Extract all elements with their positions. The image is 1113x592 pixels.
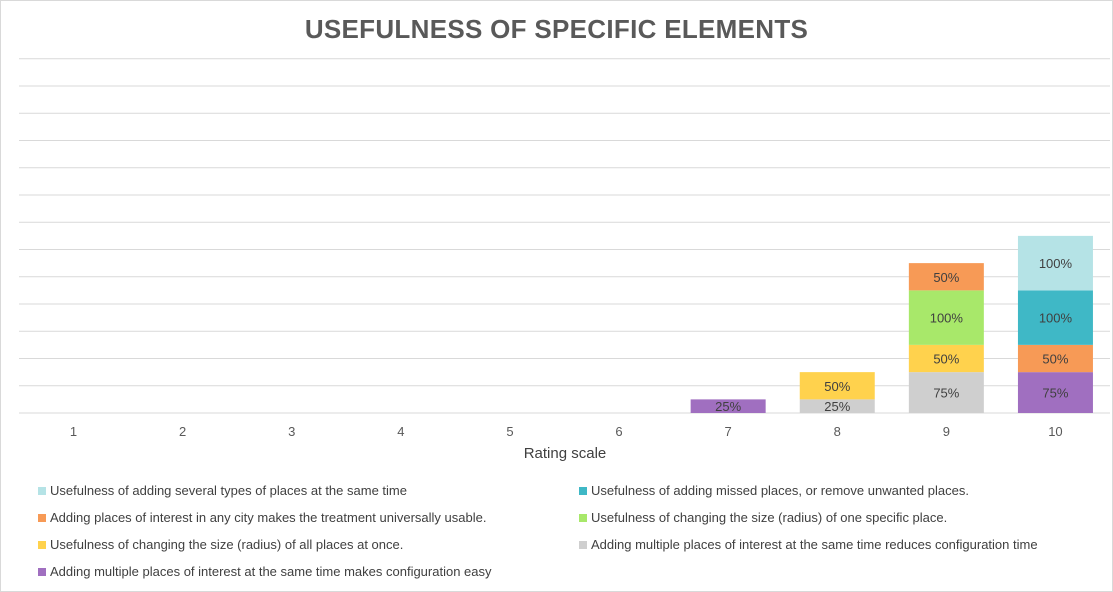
- bar-segment: [799, 372, 875, 400]
- legend-swatch: [579, 487, 587, 495]
- data-label: 50%: [933, 352, 959, 367]
- legend-label: Adding places of interest in any city ma…: [50, 510, 487, 525]
- plot-area: 25% 25% 50% 75% 50% 100% 50% 75% 50% 100% 100% 1 2 3…: [19, 58, 1110, 462]
- legend-label: Adding multiple places of interest at th…: [591, 537, 1038, 552]
- legend-swatch: [38, 541, 46, 549]
- x-tick-label: 3: [288, 424, 295, 439]
- bar-segment: [1017, 344, 1093, 373]
- x-tick-label: 7: [725, 424, 732, 439]
- bar-segment: [1017, 290, 1093, 345]
- bar-segment: [908, 263, 984, 291]
- legend-label: Usefulness of changing the size (radius)…: [591, 510, 948, 525]
- data-label: 75%: [933, 386, 959, 401]
- data-labels: 25% 25% 50% 75% 50% 100% 50% 75% 50% 100% 100%: [715, 256, 1072, 414]
- legend-item: Usefulness of changing the size (radius)…: [38, 536, 403, 554]
- legend-label: Adding multiple places of interest at th…: [50, 564, 492, 579]
- data-label: 50%: [824, 379, 850, 394]
- legend-item: Adding multiple places of interest at th…: [579, 536, 1038, 554]
- x-tick-label: 8: [834, 424, 841, 439]
- legend-label: Usefulness of changing the size (radius)…: [50, 537, 404, 552]
- bar-segment: [908, 290, 984, 345]
- bar-segment: [1017, 235, 1093, 291]
- data-label: 50%: [1042, 352, 1068, 367]
- legend-swatch: [38, 568, 46, 576]
- legend-swatch: [579, 541, 587, 549]
- data-label: 75%: [1042, 386, 1068, 401]
- legend-label: Usefulness of adding several types of pl…: [50, 483, 407, 498]
- x-axis: 1 2 3 4 5 6 7 8 9 10: [70, 424, 1063, 439]
- legend-item: Adding places of interest in any city ma…: [38, 509, 486, 527]
- data-label: 25%: [824, 399, 850, 414]
- x-axis-title: Rating scale: [524, 445, 607, 462]
- x-tick-label: 1: [70, 424, 77, 439]
- legend-item: Adding multiple places of interest at th…: [38, 563, 492, 581]
- chart-title: USEFULNESS OF SPECIFIC ELEMENTS: [304, 14, 809, 44]
- x-tick-label: 9: [943, 424, 950, 439]
- legend-item: Usefulness of adding missed places, or r…: [579, 482, 969, 500]
- bar-segment: [690, 399, 766, 413]
- x-tick-label: 4: [397, 424, 404, 439]
- legend-swatch: [579, 514, 587, 522]
- data-label: 100%: [1039, 256, 1073, 271]
- data-label: 100%: [1039, 311, 1073, 326]
- bars: [690, 235, 1093, 413]
- x-tick-label: 2: [179, 424, 186, 439]
- bar-segment: [908, 344, 984, 373]
- x-tick-label: 5: [506, 424, 513, 439]
- legend-label: Usefulness of adding missed places, or r…: [591, 483, 969, 498]
- bar-segment: [908, 372, 984, 413]
- legend-swatch: [38, 487, 46, 495]
- legend-item: Usefulness of changing the size (radius)…: [579, 509, 947, 527]
- x-tick-label: 10: [1048, 424, 1062, 439]
- data-label: 100%: [930, 311, 964, 326]
- bar-segment: [799, 399, 875, 413]
- data-label: 50%: [933, 270, 959, 285]
- legend-item: Usefulness of adding several types of pl…: [38, 482, 407, 500]
- legend-swatch: [38, 514, 46, 522]
- bar-segment: [1017, 372, 1093, 413]
- x-tick-label: 6: [615, 424, 622, 439]
- data-label: 25%: [715, 399, 741, 414]
